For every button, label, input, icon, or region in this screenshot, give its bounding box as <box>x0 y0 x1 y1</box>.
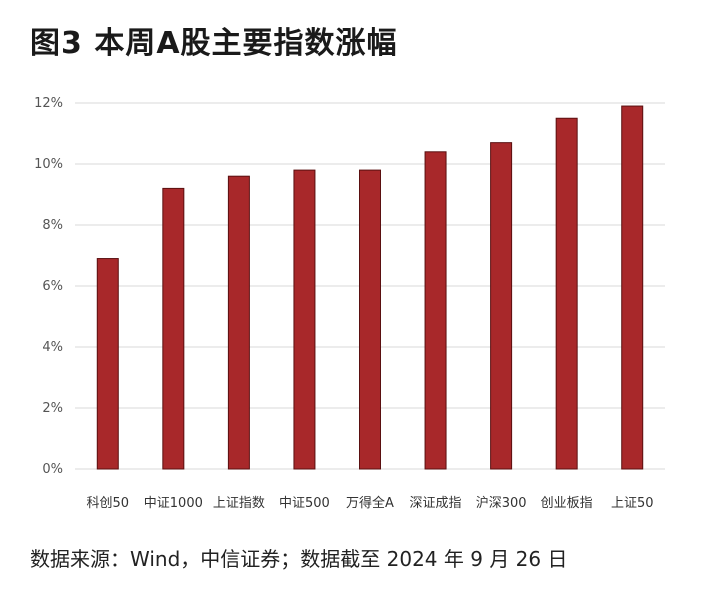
bar <box>96 258 119 470</box>
y-tick-label: 0% <box>42 462 63 477</box>
x-category-label: 上证50 <box>611 496 654 511</box>
bar <box>424 151 447 470</box>
data-source-note: 数据来源：Wind，中信证券；数据截至 2024 年 9 月 26 日 <box>30 547 568 571</box>
y-tick-label: 10% <box>34 157 63 172</box>
bar <box>293 169 316 470</box>
bar <box>359 169 381 470</box>
bar <box>490 142 513 470</box>
x-category-label: 深证成指 <box>410 496 462 511</box>
y-tick-label: 12% <box>34 96 63 111</box>
x-category-label: 科创50 <box>87 496 130 511</box>
x-category-label: 中证1000 <box>144 496 203 511</box>
bar <box>621 105 644 470</box>
x-category-label: 上证指数 <box>213 496 265 511</box>
y-tick-label: 8% <box>42 218 63 233</box>
bar <box>555 117 578 470</box>
bar-chart: 0% 2% 4% 6% 8% 10% 12% 科创50 中证1000 上证指数 中证500 万得全A 深… <box>34 96 665 511</box>
y-tick-label: 4% <box>42 340 63 355</box>
y-tick-label: 2% <box>42 401 63 416</box>
y-tick-label: 6% <box>42 279 63 294</box>
x-category-label: 创业板指 <box>541 496 593 511</box>
x-category-label: 中证500 <box>279 496 330 511</box>
bar <box>162 187 185 470</box>
x-category-label: 沪深300 <box>476 495 527 511</box>
bar <box>227 175 250 470</box>
x-category-label: 万得全A <box>346 495 394 511</box>
chart-title: 图3 本周A股主要指数涨幅 <box>30 26 398 61</box>
